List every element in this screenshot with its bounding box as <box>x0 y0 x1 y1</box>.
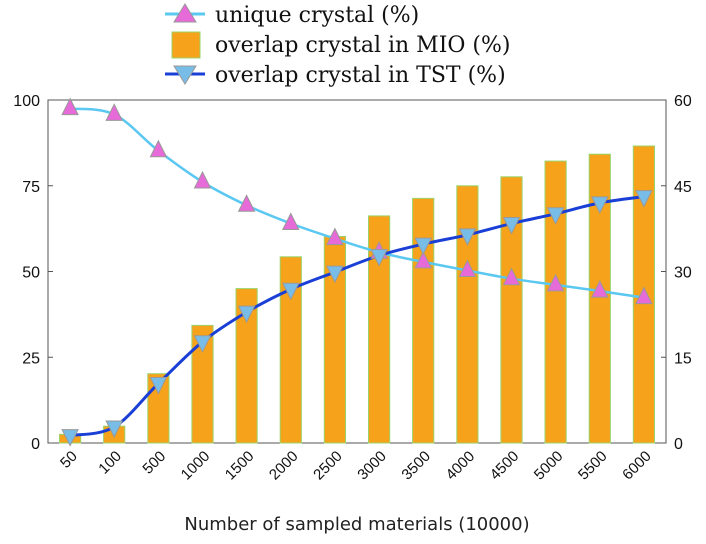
marker-unique-4500 <box>502 267 521 286</box>
left-tick-label-50: 50 <box>22 265 40 282</box>
marker-unique-5500 <box>590 279 609 298</box>
marker-tst-2000 <box>281 282 300 301</box>
marker-tst-5500 <box>590 196 609 215</box>
marker-tst-3500 <box>414 237 433 256</box>
right-axis-ticks: 0 15 30 45 60 <box>661 93 692 453</box>
marker-unique-2000 <box>281 212 300 230</box>
bar-mio-5500 <box>588 153 611 444</box>
bar-mio-3000 <box>368 215 391 444</box>
marker-tst-4500 <box>502 217 521 235</box>
marker-tst-5000 <box>546 207 565 225</box>
right-tick-label-60: 60 <box>674 93 692 110</box>
marker-tst-2500 <box>326 265 344 284</box>
marker-tst-6000 <box>635 190 653 208</box>
bar-mio-1500 <box>235 288 258 444</box>
left-tick-label-100: 100 <box>13 93 40 110</box>
legend-label-mio: overlap crystal in MIO (%) <box>215 33 511 58</box>
bar-mio-4000 <box>456 185 479 444</box>
left-tick-label-0: 0 <box>31 436 40 453</box>
marker-unique-1000 <box>193 170 212 189</box>
marker-unique-2500 <box>326 227 344 246</box>
right-tick-label-45: 45 <box>674 179 692 196</box>
marker-unique-1500 <box>237 194 256 212</box>
bar-mio-5000 <box>544 160 567 444</box>
legend-label-unique: unique crystal (%) <box>215 3 419 28</box>
bar-mio-4500 <box>500 176 523 444</box>
left-tick-label-25: 25 <box>22 350 40 367</box>
marker-series <box>61 97 653 447</box>
marker-unique-6000 <box>635 286 653 305</box>
legend-label-tst: overlap crystal in TST (%) <box>215 63 506 88</box>
marker-unique-4000 <box>458 259 477 277</box>
marker-unique-50 <box>61 97 79 116</box>
marker-tst-500 <box>149 377 168 395</box>
left-axis-ticks: 0 25 50 75 100 <box>13 93 53 453</box>
marker-unique-500 <box>149 139 168 158</box>
legend-marker-unique <box>173 3 197 23</box>
right-tick-label-0: 0 <box>674 436 683 453</box>
right-tick-label-30: 30 <box>674 265 692 282</box>
left-tick-label-75: 75 <box>22 179 40 196</box>
legend-item-unique: unique crystal (%) <box>165 3 419 28</box>
bar-mio-3500 <box>412 197 435 444</box>
marker-unique-100 <box>105 103 124 121</box>
marker-tst-4000 <box>458 228 477 247</box>
right-tick-label-15: 15 <box>674 350 692 367</box>
marker-tst-1500 <box>237 305 256 324</box>
x-axis-label: Number of sampled materials (10000) <box>184 514 529 535</box>
marker-unique-3500 <box>414 250 433 269</box>
legend-item-mio: overlap crystal in MIO (%) <box>171 31 511 59</box>
legend-swatch-mio <box>171 31 201 59</box>
legend: unique crystal (%) overlap crystal in MI… <box>165 3 511 88</box>
bar-series-mio <box>59 145 655 444</box>
marker-tst-100 <box>105 420 124 439</box>
marker-unique-5000 <box>546 273 565 292</box>
legend-item-tst: overlap crystal in TST (%) <box>165 63 506 88</box>
marker-tst-1000 <box>193 335 212 353</box>
bar-mio-1000 <box>191 324 214 444</box>
marker-tst-50 <box>61 429 79 447</box>
bar-mio-2000 <box>279 256 302 444</box>
legend-marker-tst <box>173 65 197 85</box>
marker-tst-3000 <box>370 249 388 267</box>
